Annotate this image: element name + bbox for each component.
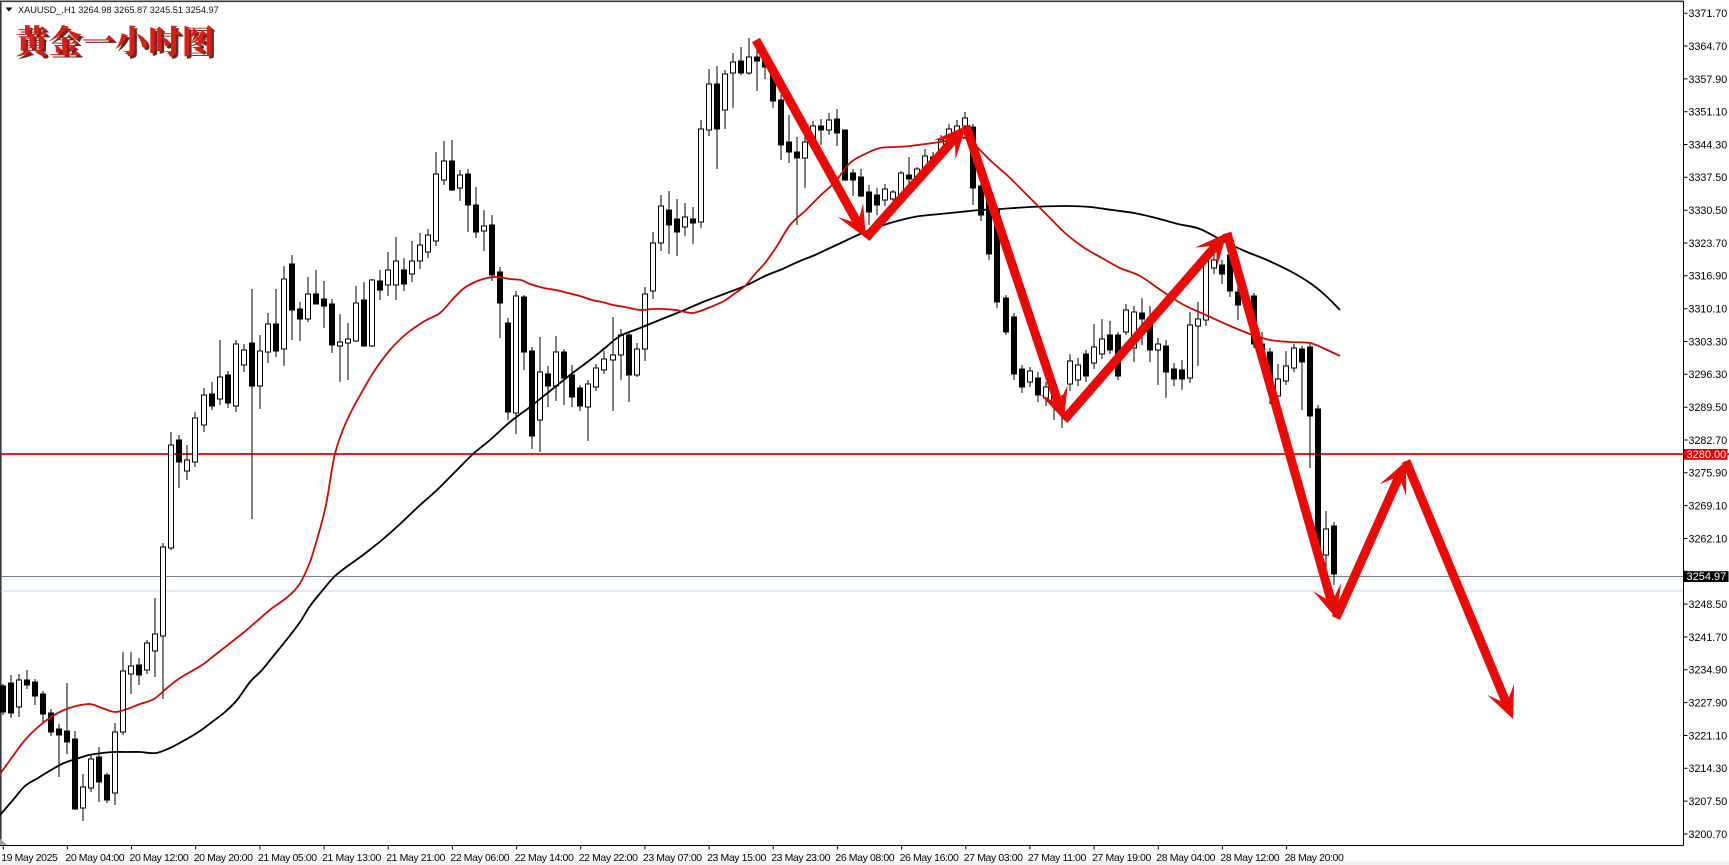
svg-text:3323.70: 3323.70: [1689, 238, 1728, 250]
svg-text:20 May 04:00: 20 May 04:00: [65, 852, 124, 864]
svg-text:3254.97: 3254.97: [1687, 571, 1727, 583]
svg-text:3330.50: 3330.50: [1689, 205, 1728, 217]
svg-text:3357.90: 3357.90: [1689, 74, 1728, 86]
svg-text:3234.90: 3234.90: [1689, 665, 1728, 677]
svg-text:20 May 12:00: 20 May 12:00: [130, 852, 189, 864]
svg-text:22 May 06:00: 22 May 06:00: [450, 852, 509, 864]
svg-text:23 May 07:00: 23 May 07:00: [643, 852, 702, 864]
svg-text:27 May 03:00: 27 May 03:00: [964, 852, 1023, 864]
svg-text:22 May 14:00: 22 May 14:00: [515, 852, 574, 864]
svg-text:3344.30: 3344.30: [1689, 139, 1728, 151]
svg-text:28 May 12:00: 28 May 12:00: [1220, 852, 1279, 864]
svg-text:3241.70: 3241.70: [1689, 632, 1728, 644]
svg-text:27 May 11:00: 27 May 11:00: [1028, 852, 1087, 864]
svg-text:21 May 05:00: 21 May 05:00: [258, 852, 317, 864]
svg-text:3280.00: 3280.00: [1687, 449, 1727, 461]
svg-text:3200.70: 3200.70: [1689, 829, 1728, 841]
svg-text:3371.70: 3371.70: [1689, 8, 1728, 20]
svg-text:3351.10: 3351.10: [1689, 107, 1728, 119]
svg-text:21 May 13:00: 21 May 13:00: [322, 852, 381, 864]
svg-text:26 May 16:00: 26 May 16:00: [900, 852, 959, 864]
svg-text:3214.30: 3214.30: [1689, 763, 1728, 775]
svg-text:27 May 19:00: 27 May 19:00: [1092, 852, 1151, 864]
svg-text:3248.50: 3248.50: [1689, 599, 1728, 611]
svg-text:3269.10: 3269.10: [1689, 501, 1728, 513]
svg-text:23 May 23:00: 23 May 23:00: [771, 852, 830, 864]
svg-text:3303.30: 3303.30: [1689, 336, 1728, 348]
svg-text:3227.90: 3227.90: [1689, 698, 1728, 710]
svg-text:3296.30: 3296.30: [1689, 369, 1728, 381]
svg-text:28 May 20:00: 28 May 20:00: [1285, 852, 1344, 864]
svg-text:3316.90: 3316.90: [1689, 271, 1728, 283]
svg-text:3221.10: 3221.10: [1689, 730, 1728, 742]
svg-text:3262.10: 3262.10: [1689, 533, 1728, 545]
svg-text:21 May 21:00: 21 May 21:00: [386, 852, 445, 864]
svg-text:19 May 2025: 19 May 2025: [1, 852, 58, 864]
svg-text:20 May 20:00: 20 May 20:00: [194, 852, 253, 864]
svg-text:XAUUSD_,H1 3264.98 3265.87 32: XAUUSD_,H1 3264.98 3265.87 3245.51 3254.…: [18, 5, 219, 15]
svg-text:23 May 15:00: 23 May 15:00: [707, 852, 766, 864]
svg-text:3275.90: 3275.90: [1689, 468, 1728, 480]
svg-text:3364.70: 3364.70: [1689, 41, 1728, 53]
svg-text:3289.50: 3289.50: [1689, 402, 1728, 414]
svg-text:22 May 22:00: 22 May 22:00: [579, 852, 638, 864]
svg-text:28 May 04:00: 28 May 04:00: [1156, 852, 1215, 864]
svg-text:3207.50: 3207.50: [1689, 796, 1728, 808]
svg-text:3337.50: 3337.50: [1689, 172, 1728, 184]
svg-text:3310.10: 3310.10: [1689, 304, 1728, 316]
svg-text:26 May 08:00: 26 May 08:00: [835, 852, 894, 864]
svg-text:3282.70: 3282.70: [1689, 435, 1728, 447]
